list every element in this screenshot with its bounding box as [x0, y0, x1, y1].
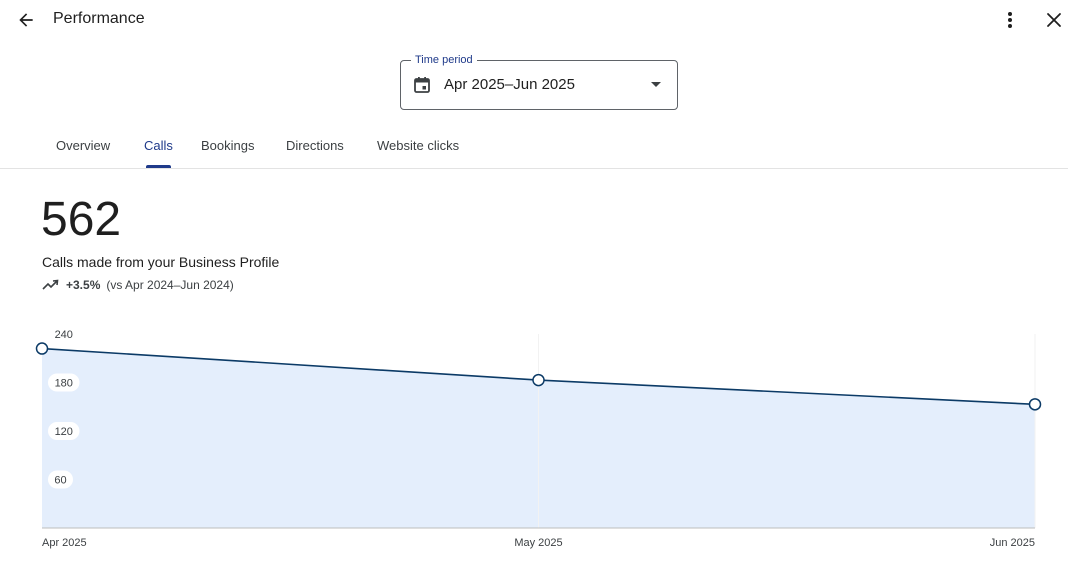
tab-directions[interactable]: Directions — [286, 138, 344, 153]
metric-value: 562 — [41, 193, 122, 246]
y-tick-label: 60 — [54, 475, 66, 487]
y-tick-label: 180 — [55, 378, 73, 390]
time-period-select[interactable]: Time period Apr 2025–Jun 2025 — [400, 53, 678, 110]
time-period-value: Apr 2025–Jun 2025 — [444, 76, 575, 93]
y-tick-label-bg — [48, 422, 80, 440]
chart-data-point — [35, 342, 49, 355]
calendar-icon — [414, 77, 430, 93]
tab-calls[interactable]: Calls — [144, 138, 173, 153]
x-tick-label: Apr 2025 — [42, 537, 87, 549]
active-tab-indicator — [146, 165, 171, 168]
arrow-left-icon — [19, 13, 33, 27]
trend-comparison: (vs Apr 2024–Jun 2024) — [106, 278, 234, 292]
close-button[interactable] — [1040, 6, 1068, 34]
metric-description: Calls made from your Business Profile — [42, 254, 280, 270]
trending-up-icon — [42, 279, 59, 290]
more-options-button[interactable] — [998, 6, 1022, 34]
x-tick-label: Jun 2025 — [990, 537, 1035, 549]
page-title: Performance — [53, 10, 145, 27]
tab-website-clicks[interactable]: Website clicks — [377, 138, 460, 153]
y-tick-label-bg — [48, 373, 80, 392]
trend-change: +3.5% — [66, 278, 101, 292]
top-bar: Performance — [0, 0, 1068, 40]
close-icon — [1047, 13, 1061, 27]
tab-bar: Overview Calls Bookings Directions Websi… — [0, 125, 1068, 169]
y-tick-label: 120 — [55, 426, 73, 438]
x-tick-label: May 2025 — [514, 537, 562, 549]
y-tick-label-bg — [48, 470, 73, 489]
metric-trend: +3.5% (vs Apr 2024–Jun 2024) — [42, 278, 234, 292]
more-vert-icon — [1008, 12, 1012, 28]
tab-overview[interactable]: Overview — [56, 138, 111, 153]
tab-bookings[interactable]: Bookings — [201, 138, 255, 153]
chart-data-point — [1028, 398, 1042, 411]
chart-canvas: 60 120 180 240 Apr 2025 May 2025 Jun 2025 — [35, 329, 1042, 549]
y-tick-label: 240 — [55, 329, 73, 341]
time-period-label: Time period — [411, 53, 477, 67]
chart-data-point — [532, 373, 545, 387]
back-button[interactable] — [12, 6, 40, 34]
calls-chart: 60 120 180 240 Apr 2025 May 2025 Jun 2025 — [0, 310, 1068, 566]
chevron-down-icon — [651, 82, 661, 87]
